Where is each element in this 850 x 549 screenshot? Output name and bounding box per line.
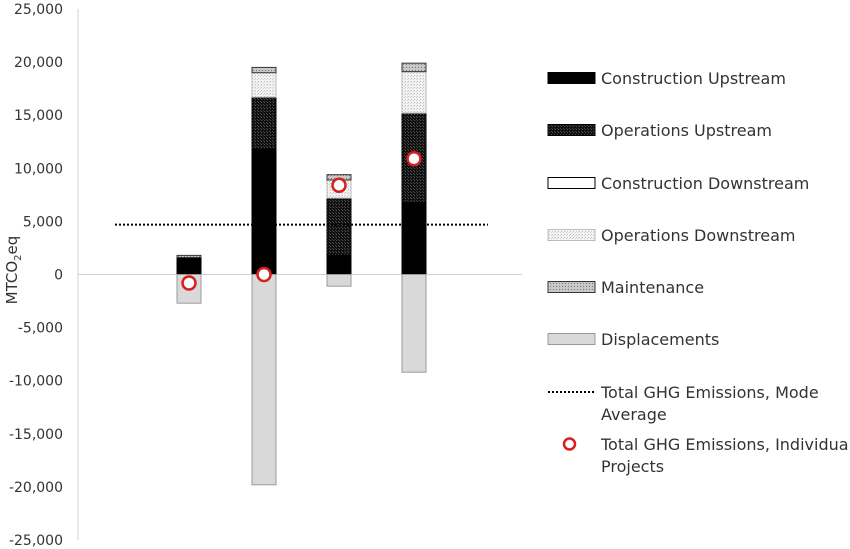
bar-segment-dp xyxy=(401,274,427,373)
lines-layer xyxy=(115,150,488,291)
y-tick-label: 5,000 xyxy=(23,214,63,230)
y-tick-label: -5,000 xyxy=(18,321,63,337)
bar-segment-ou xyxy=(251,96,277,150)
bar-segment-mt xyxy=(251,66,277,74)
y-axis-label: MTCO2eq xyxy=(3,236,24,305)
bar-segment-dp xyxy=(251,274,277,486)
legend-swatch-cu xyxy=(547,72,596,84)
bar-segment-mt xyxy=(401,62,427,73)
legend-label-cd: Construction Downstream xyxy=(601,174,809,193)
axis-layer: 25,000 20,000 15,000 10,000 5,000 0 -5,000 -10,… xyxy=(3,2,522,549)
y-tick-label: 10,000 xyxy=(14,161,63,177)
legend: Construction Upstream Operations Upstream… xyxy=(547,69,850,476)
bars-layer xyxy=(176,62,427,486)
legend-swatch-ou xyxy=(547,124,596,136)
legend-swatch-cd xyxy=(547,177,596,189)
individual-project-marker xyxy=(406,150,422,167)
y-tick-label: -20,000 xyxy=(9,480,63,496)
y-tick-label: 25,000 xyxy=(14,2,63,18)
legend-label-cu: Construction Upstream xyxy=(601,69,786,88)
y-tick-label: 20,000 xyxy=(14,55,63,71)
individual-project-marker xyxy=(181,275,197,291)
legend-label-ou: Operations Upstream xyxy=(601,121,772,140)
y-tick-label: 0 xyxy=(54,268,63,284)
legend-swatch-od xyxy=(547,229,596,241)
bar-segment-od xyxy=(401,71,427,114)
bar-segment-cu xyxy=(176,257,202,275)
legend-label-od: Operations Downstream xyxy=(601,226,795,245)
legend-label-individual-projects: Total GHG Emissions, Individual Projects xyxy=(600,435,850,476)
legend-swatch-dp xyxy=(547,333,596,345)
bar-segment-cu xyxy=(326,254,352,276)
bar-segment-cu xyxy=(251,148,277,276)
legend-label-dp: Displacements xyxy=(601,330,719,349)
individual-project-marker xyxy=(331,177,347,194)
y-tick-label: -25,000 xyxy=(9,533,63,549)
bar-segment-ou xyxy=(326,197,352,256)
individual-project-marker xyxy=(256,266,272,283)
legend-label-mt: Maintenance xyxy=(601,278,704,297)
legend-swatch-individual-projects xyxy=(562,437,577,451)
bar-segment-mt xyxy=(176,254,202,259)
y-tick-label: -15,000 xyxy=(9,427,63,443)
legend-swatch-mt xyxy=(547,281,596,293)
bar-segment-od xyxy=(251,72,277,98)
y-tick-label: 15,000 xyxy=(14,108,63,124)
y-tick-label: -10,000 xyxy=(9,374,63,390)
bar-segment-dp xyxy=(326,274,352,287)
bar-segment-cu xyxy=(401,201,427,275)
legend-label-mode-average: Total GHG Emissions, Mode Average xyxy=(600,383,819,424)
